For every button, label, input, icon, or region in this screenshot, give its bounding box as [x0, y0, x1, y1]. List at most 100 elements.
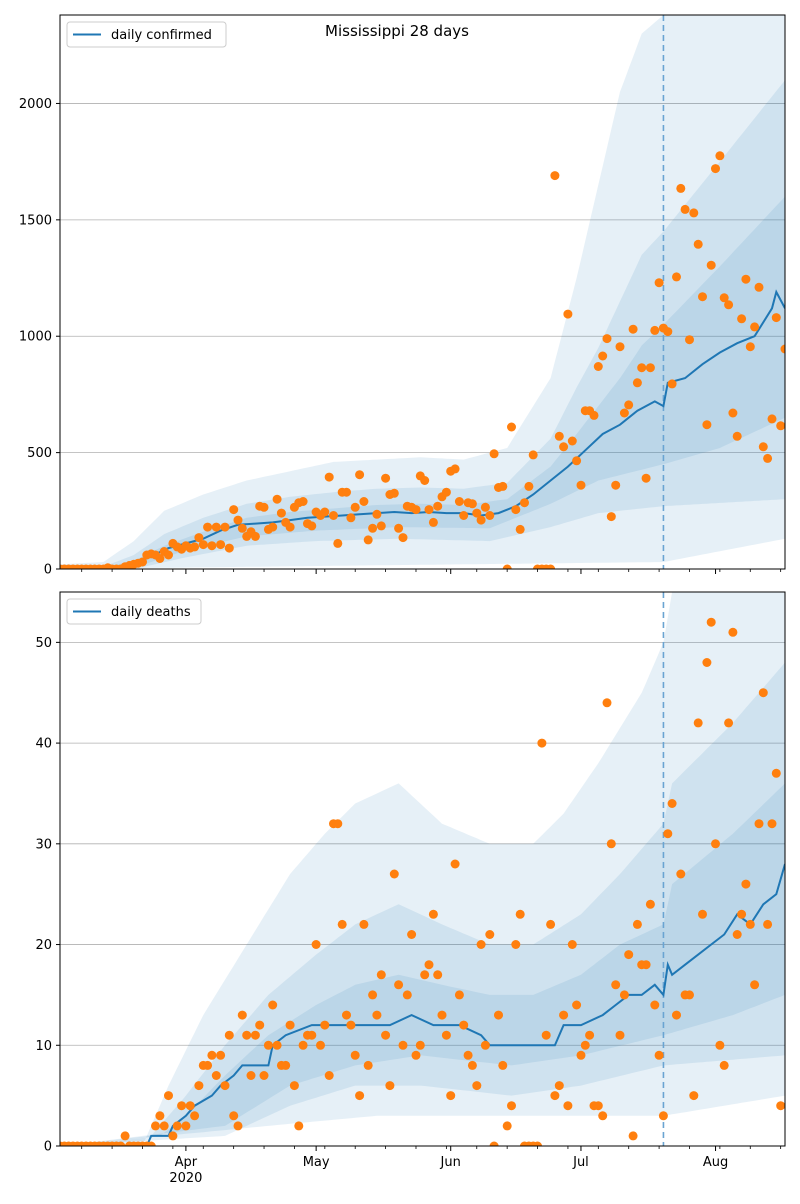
deaths-data-point: [394, 980, 404, 990]
deaths-data-point: [285, 1020, 295, 1030]
confirmed-data-point: [615, 342, 625, 352]
confirmed-line: [60, 289, 785, 569]
confirmed-data-point: [715, 151, 725, 161]
deaths-data-point: [233, 1121, 243, 1131]
confirmed-data-point: [485, 511, 495, 520]
deaths-data-point: [441, 1030, 451, 1040]
deaths-data-point: [385, 1081, 395, 1091]
deaths-data-point: [281, 1060, 291, 1070]
confirmed-data-point: [368, 523, 378, 533]
confirmed-data-point: [381, 473, 391, 483]
deaths-data-point: [268, 1000, 278, 1010]
confirmed-data-point: [207, 541, 217, 551]
confirmed-data-point: [767, 414, 777, 424]
deaths-data-point: [650, 1000, 660, 1010]
confirmed-data-point: [346, 513, 356, 523]
deaths-data-point: [337, 919, 347, 929]
confirmed-data-point: [411, 505, 421, 515]
confirmed-data-point: [507, 422, 516, 432]
confirmed-data-point: [693, 239, 703, 249]
deaths-data-point: [320, 1020, 330, 1030]
deaths-data-point: [711, 839, 720, 849]
confirmed-band-outer: [60, 15, 785, 569]
confirmed-band-inner: [60, 196, 785, 569]
deaths-data-point: [437, 1010, 447, 1020]
confirmed-data-point: [224, 543, 234, 553]
confirmed-data-point: [624, 400, 634, 410]
confirmed-data-point: [628, 324, 638, 334]
deaths-data-point: [454, 990, 464, 1000]
deaths-data-point: [576, 1050, 586, 1060]
confirmed-band-middle: [60, 80, 785, 569]
deaths-data-point: [715, 1040, 725, 1050]
deaths-data-point: [745, 919, 755, 929]
deaths-data-point: [498, 1060, 508, 1070]
confirmed-data-point: [737, 314, 747, 324]
deaths-data-point: [776, 1101, 785, 1111]
confirmed-data-point: [680, 204, 690, 214]
y-tick-label: 2000: [19, 97, 52, 112]
deaths-data-point: [615, 1030, 625, 1040]
deaths-data-point: [398, 1040, 408, 1050]
confirmed-data-point: [190, 542, 200, 552]
deaths-data-point: [411, 1050, 421, 1060]
deaths-data-point: [758, 688, 768, 698]
deaths-data-point: [172, 1121, 182, 1131]
deaths-data-point: [463, 1050, 473, 1060]
confirmed-data-point: [229, 505, 239, 515]
confirmed-data-point: [476, 515, 486, 525]
deaths-data-point: [237, 1010, 247, 1020]
confirmed-panel: 0 500 1000 1500 2000 daily confirmed: [19, 14, 786, 578]
confirmed-data-point: [203, 522, 213, 532]
x-tick-label: Aug: [703, 1155, 728, 1170]
confirmed-data-point: [745, 342, 755, 352]
deaths-data-point: [433, 970, 443, 980]
deaths-data-point: [598, 1111, 608, 1121]
confirmed-data-point: [637, 363, 647, 373]
confirmed-data-point: [563, 309, 573, 319]
confirmed-data-point: [606, 512, 616, 522]
deaths-data-point: [572, 1000, 582, 1010]
legend-label: daily confirmed: [111, 28, 212, 43]
confirmed-data-point: [198, 540, 208, 550]
confirmed-data-point: [216, 540, 226, 550]
deaths-data-point: [363, 1060, 373, 1070]
deaths-data-point: [606, 839, 616, 849]
deaths-data-point: [489, 1141, 499, 1146]
deaths-data-point: [203, 1060, 213, 1070]
confirmed-data-point: [233, 515, 243, 525]
deaths-data-point: [676, 869, 686, 879]
confirmed-data-point: [706, 260, 716, 270]
deaths-data-point: [255, 1020, 265, 1030]
deaths-data-point: [667, 799, 677, 808]
deaths-band-middle: [60, 662, 785, 1146]
confirmed-data-point: [758, 442, 768, 452]
confirmed-data-point: [359, 497, 369, 506]
deaths-data-point: [763, 919, 773, 929]
confirmed-data-point: [685, 335, 694, 345]
deaths-data-point: [446, 1091, 456, 1101]
deaths-data-point: [559, 1010, 569, 1020]
deaths-data-point: [476, 940, 486, 949]
confirmed-data-point: [719, 293, 729, 303]
confirmed-data-point: [667, 379, 677, 389]
deaths-data-point: [342, 1010, 351, 1020]
deaths-data-point: [190, 1111, 200, 1121]
deaths-data-point: [732, 930, 742, 939]
deaths-data-point: [307, 1030, 317, 1040]
deaths-data-point: [181, 1121, 191, 1131]
confirmed-plot-area: [60, 15, 785, 569]
confirmed-data-point: [307, 521, 317, 531]
confirmed-data-point: [320, 507, 330, 517]
deaths-data-point: [706, 617, 716, 627]
confirmed-data-point: [576, 480, 586, 490]
y-tick-label: 30: [35, 837, 52, 852]
deaths-data-point: [546, 919, 556, 929]
y-tick-label: 20: [35, 938, 52, 953]
deaths-data-point: [229, 1111, 239, 1121]
confirmed-data-point: [489, 449, 499, 459]
deaths-data-point: [719, 1060, 729, 1070]
deaths-data-point: [754, 819, 764, 829]
deaths-data-point: [177, 1101, 187, 1111]
